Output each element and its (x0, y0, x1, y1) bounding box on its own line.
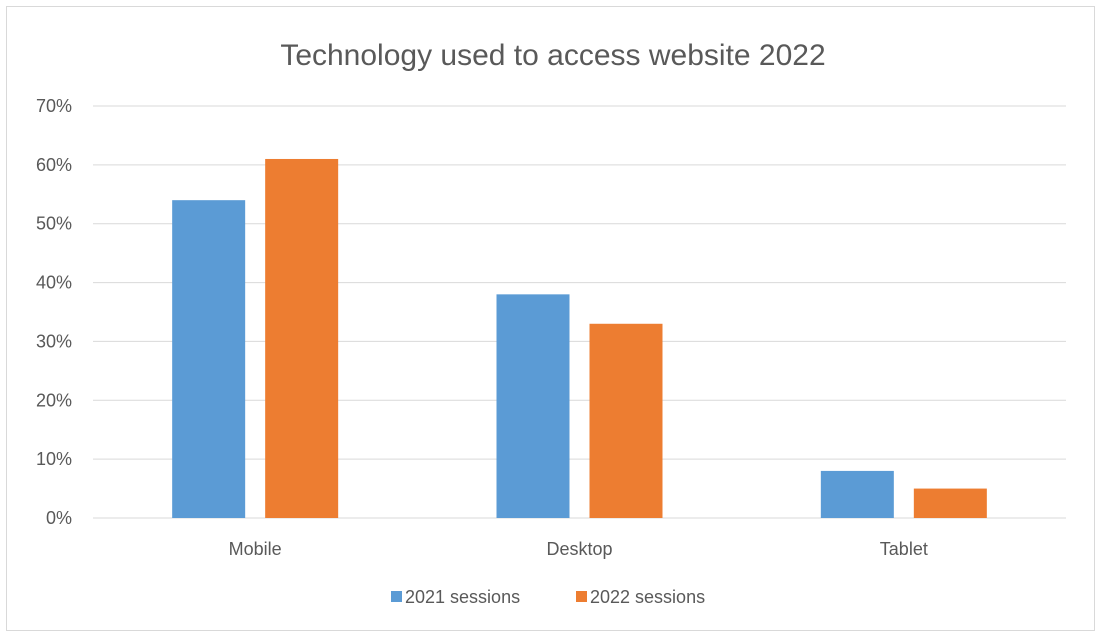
bar-tablet-series-1 (820, 470, 894, 518)
legend-swatch (576, 591, 587, 602)
legend-label: 2021 sessions (405, 587, 520, 607)
legend-label: 2022 sessions (590, 587, 705, 607)
y-tick-label: 40% (36, 273, 72, 293)
legend-swatch (391, 591, 402, 602)
y-axis-ticks: 0% 10% 20% 30% 40% 50% 60% 70% (36, 96, 72, 528)
x-axis-ticks: Mobile Desktop Tablet (229, 539, 928, 559)
y-tick-label: 60% (36, 155, 72, 175)
y-tick-label: 20% (36, 390, 72, 410)
x-tick-label: Desktop (546, 539, 612, 559)
gridlines (93, 105, 1066, 519)
bars (172, 158, 987, 518)
bar-mobile-series-2 (265, 158, 339, 518)
y-tick-label: 0% (46, 508, 72, 528)
bar-desktop-series-2 (589, 323, 663, 518)
bar-desktop-series-1 (496, 294, 570, 518)
legend: 2021 sessions 2022 sessions (391, 587, 705, 607)
bar-tablet-series-2 (913, 488, 987, 518)
y-tick-label: 50% (36, 214, 72, 234)
bar-mobile-series-1 (172, 200, 246, 518)
x-tick-label: Tablet (880, 539, 928, 559)
chart-title: Technology used to access website 2022 (280, 39, 825, 72)
y-tick-label: 70% (36, 96, 72, 116)
x-tick-label: Mobile (229, 539, 282, 559)
y-tick-label: 10% (36, 449, 72, 469)
y-tick-label: 30% (36, 331, 72, 351)
